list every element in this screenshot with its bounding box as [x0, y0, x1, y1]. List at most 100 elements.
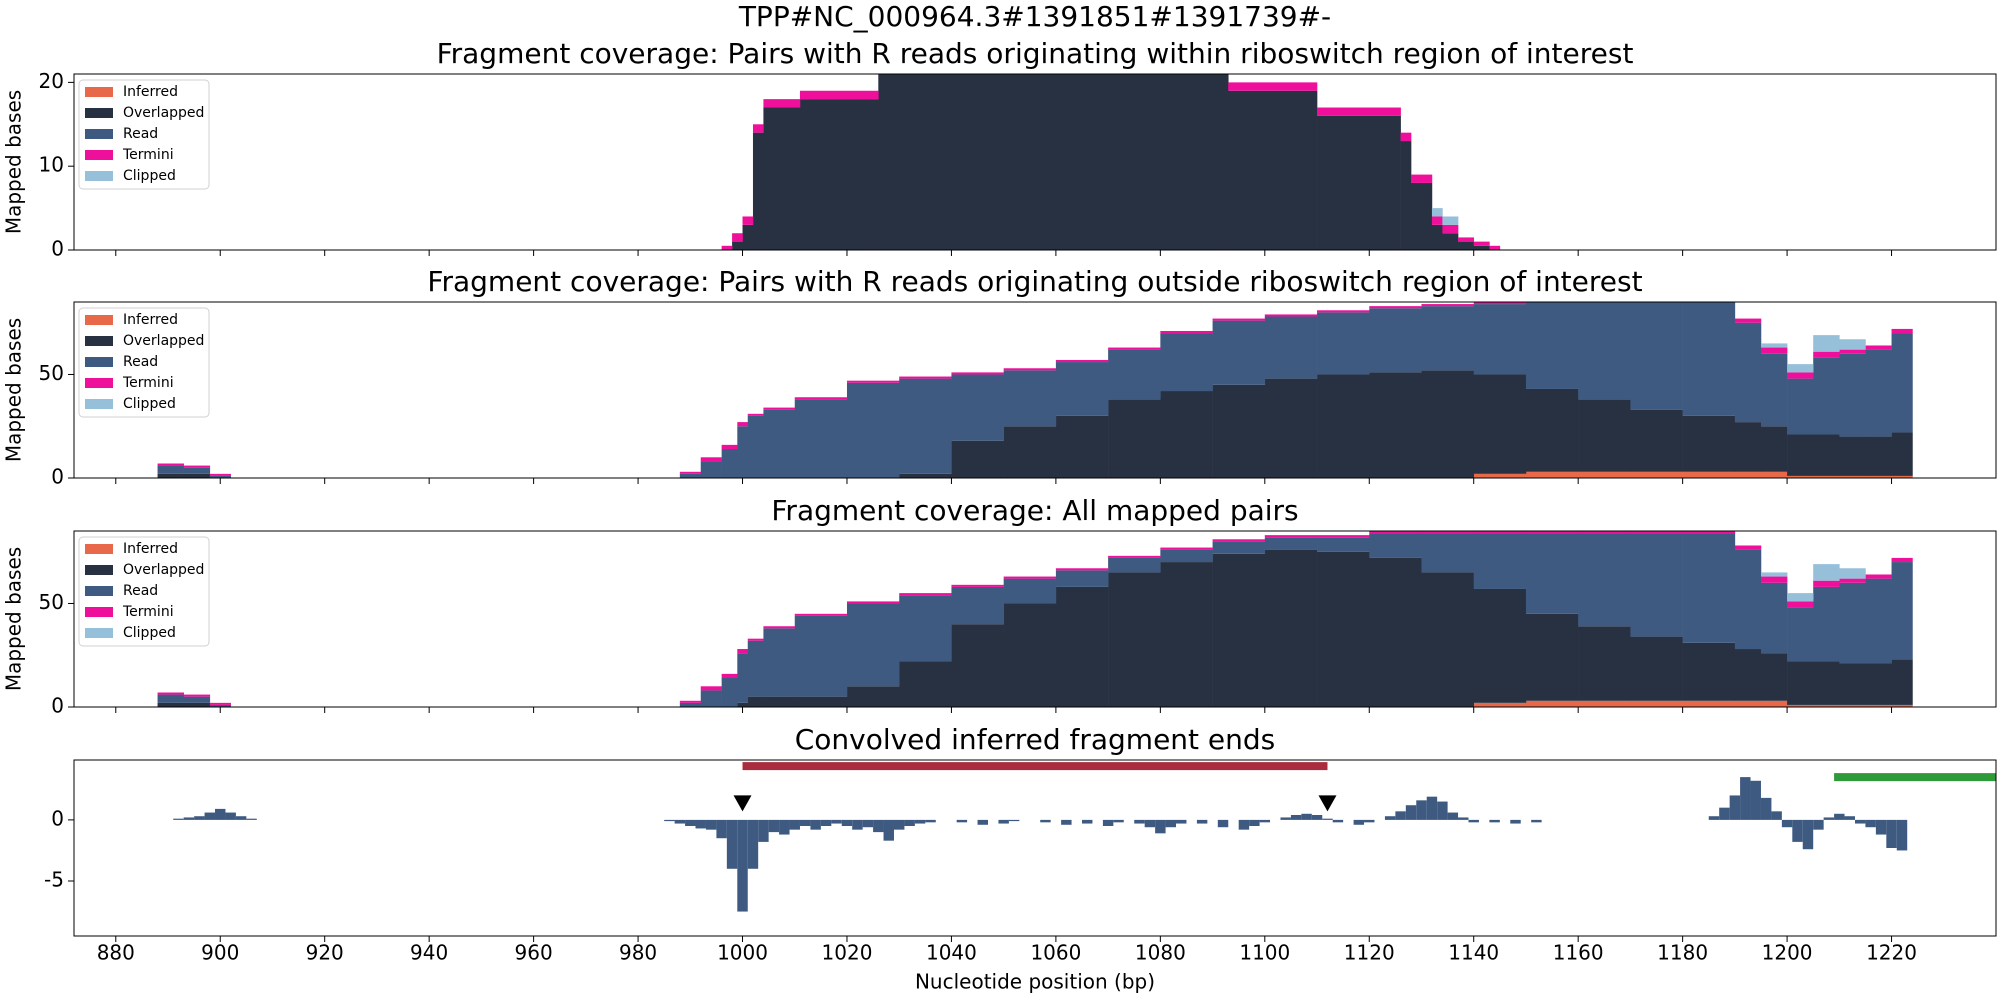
bar-segment [721, 245, 733, 250]
bar-segment [1734, 549, 1762, 650]
bar-segment [1787, 661, 1814, 705]
panel-title: Fragment coverage: Pairs with R reads or… [437, 37, 1634, 70]
bar-segment [1787, 593, 1814, 602]
bar-segment [1578, 533, 1631, 627]
bar-segment [1525, 613, 1579, 701]
bar-segment [752, 132, 764, 250]
bar-segment [183, 696, 211, 703]
bar-segment [747, 696, 764, 707]
bar-segment [1317, 374, 1370, 478]
x-tick-label: 980 [619, 941, 657, 965]
bar [977, 819, 988, 825]
x-tick-label: 940 [410, 941, 448, 965]
region-bar [742, 762, 1328, 771]
bar [1802, 819, 1814, 850]
bar-segment [700, 457, 722, 462]
plot-area [173, 762, 1996, 912]
bar-segment [951, 624, 1004, 707]
bar-segment [1813, 564, 1840, 581]
bar-segment [1813, 586, 1840, 662]
x-tick-label: 1000 [717, 941, 768, 965]
bar-segment [1160, 562, 1213, 707]
bar-segment [1264, 316, 1318, 379]
bar-segment [1003, 426, 1057, 478]
bar [768, 819, 780, 833]
bar-segment [157, 692, 184, 695]
bar-segment [1682, 531, 1736, 534]
legend-label: Termini [122, 147, 174, 163]
bar-segment [1578, 700, 1631, 707]
bar-segment [1865, 574, 1892, 579]
bar [1259, 819, 1271, 823]
bar-segment [1431, 224, 1443, 250]
x-tick-label: 920 [306, 941, 344, 965]
bar-segment [1369, 557, 1422, 707]
legend-box [78, 536, 210, 647]
bar-segment [1839, 578, 1866, 583]
bar [925, 819, 936, 823]
bar [1144, 819, 1156, 828]
bar-segment [1760, 576, 1788, 583]
bar-segment [1317, 537, 1370, 552]
bar-segment [1787, 475, 1814, 478]
bar-segment [742, 224, 754, 250]
bar-segment [1411, 174, 1433, 183]
bar-segment [1317, 115, 1401, 250]
bar-segment [1787, 434, 1814, 476]
bar-segment [1578, 302, 1631, 400]
bar [904, 819, 915, 826]
bar-segment [700, 690, 722, 707]
bar-segment [1760, 343, 1788, 348]
bar-segment [157, 694, 184, 703]
bar-segment [1865, 578, 1892, 664]
bar-segment [1108, 572, 1161, 707]
axes-frame [73, 530, 1997, 708]
bar [716, 819, 727, 839]
bar [1447, 812, 1459, 820]
bar [914, 819, 926, 824]
bar-segment [1760, 572, 1788, 577]
bar-segment [1839, 475, 1866, 478]
bar-segment [1055, 586, 1109, 707]
bar [1750, 780, 1761, 820]
legend-swatch [85, 607, 113, 617]
bar [1813, 819, 1824, 830]
bar [1176, 819, 1187, 824]
bar [1468, 819, 1479, 823]
bar [1165, 819, 1177, 828]
bar [1061, 819, 1072, 825]
bar-segment [1682, 415, 1736, 472]
bar-segment [846, 380, 900, 383]
bar-segment [763, 696, 796, 707]
bar-segment [721, 673, 738, 679]
bar-segment [1760, 426, 1788, 472]
bar-segment [1055, 362, 1109, 416]
bar-segment [1264, 549, 1318, 707]
bar-segment [1734, 700, 1762, 707]
bar [1708, 816, 1720, 820]
plot-area [157, 531, 1913, 707]
bar-segment [1734, 649, 1762, 701]
bar-segment [1003, 578, 1057, 604]
axes-frame [73, 301, 1997, 479]
legend-label: Clipped [123, 625, 176, 641]
bar [998, 819, 1009, 824]
bar-segment [1264, 378, 1318, 478]
marker [1318, 795, 1337, 812]
bar [705, 819, 717, 830]
bar-segment [1578, 298, 1631, 300]
bar-segment [721, 444, 738, 450]
bar-segment [1865, 663, 1892, 705]
y-axis-label: Mapped bases [2, 547, 26, 691]
bar-segment [1489, 245, 1501, 250]
panel-title: Convolved inferred fragment ends [795, 723, 1276, 756]
bar [1510, 819, 1521, 824]
bar-segment [878, 74, 1229, 250]
marker [733, 795, 752, 812]
bar-segment [846, 686, 900, 707]
y-tick-label: 0 [51, 465, 64, 489]
bar-segment [1578, 626, 1631, 701]
bar-segment [951, 374, 1004, 441]
x-tick-label: 880 [97, 941, 135, 965]
